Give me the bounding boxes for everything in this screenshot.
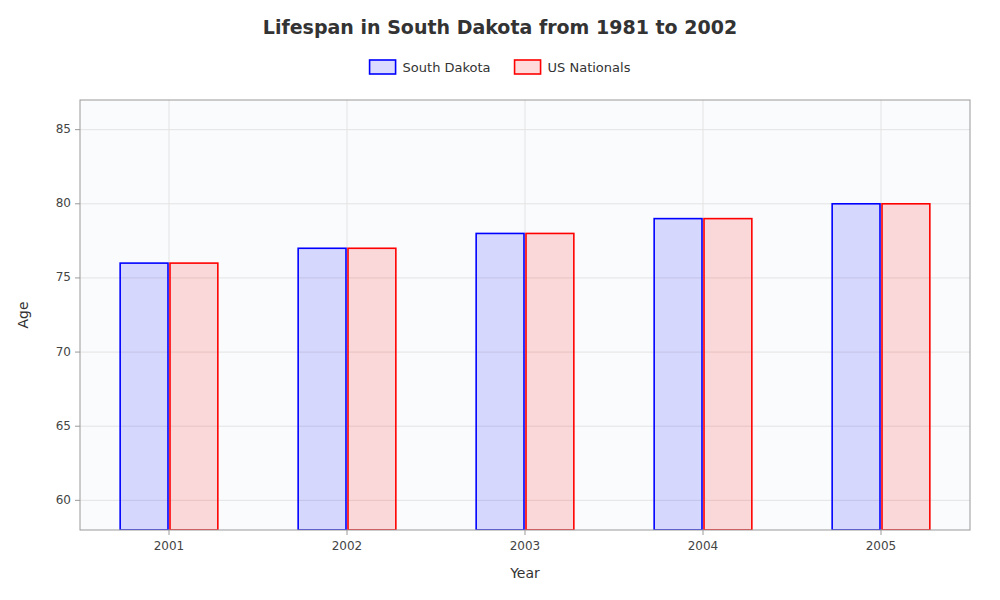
x-tick-label: 2005	[866, 539, 897, 553]
x-axis-label: Year	[509, 565, 540, 581]
bar	[476, 233, 524, 530]
y-tick-label: 75	[56, 270, 71, 284]
y-tick	[75, 426, 80, 427]
y-tick-label: 65	[56, 419, 71, 433]
x-tick	[525, 530, 526, 535]
bar	[882, 204, 930, 530]
y-tick	[75, 277, 80, 278]
x-tick-label: 2002	[332, 539, 363, 553]
chart-container: 60 65 70 75 80 85 2001 2002 2003 2004 2005 Year Age L…	[0, 0, 1000, 600]
legend-swatch	[515, 60, 541, 74]
chart: 60 65 70 75 80 85 2001 2002 2003 2004 2005 Year Age L…	[0, 0, 1000, 600]
bars	[120, 204, 930, 530]
y-tick-label: 80	[56, 196, 71, 210]
y-tick-label: 70	[56, 345, 71, 359]
bar	[832, 204, 880, 530]
x-axis: 2001 2002 2003 2004 2005	[154, 530, 897, 553]
series	[170, 204, 930, 530]
bar	[654, 219, 702, 530]
bar	[298, 248, 346, 530]
x-tick	[703, 530, 704, 535]
bar	[348, 248, 396, 530]
y-tick-label: 60	[56, 493, 71, 507]
x-tick-label: 2001	[154, 539, 185, 553]
x-tick-label: 2004	[688, 539, 719, 553]
legend-label: South Dakota	[403, 60, 491, 75]
x-tick	[347, 530, 348, 535]
legend-swatch	[370, 60, 396, 74]
bar	[526, 233, 574, 530]
legend-item: South Dakota	[370, 60, 491, 75]
series	[120, 204, 880, 530]
y-tick-label: 85	[56, 122, 71, 136]
y-tick	[75, 352, 80, 353]
y-axis: 60 65 70 75 80 85	[56, 122, 80, 507]
legend-label: US Nationals	[548, 60, 631, 75]
x-tick-label: 2003	[510, 539, 541, 553]
x-tick	[169, 530, 170, 535]
bar	[170, 263, 218, 530]
x-tick	[881, 530, 882, 535]
y-axis-label: Age	[15, 301, 31, 328]
grid	[80, 100, 970, 530]
bar	[704, 219, 752, 530]
y-tick	[75, 129, 80, 130]
title: Lifespan in South Dakota from 1981 to 20…	[263, 16, 737, 38]
plot-frame	[80, 100, 970, 530]
bar	[120, 263, 168, 530]
plot-area	[80, 100, 970, 530]
y-tick	[75, 203, 80, 204]
legend: South Dakota US Nationals	[370, 60, 631, 75]
legend-item: US Nationals	[515, 60, 631, 75]
y-tick	[75, 500, 80, 501]
